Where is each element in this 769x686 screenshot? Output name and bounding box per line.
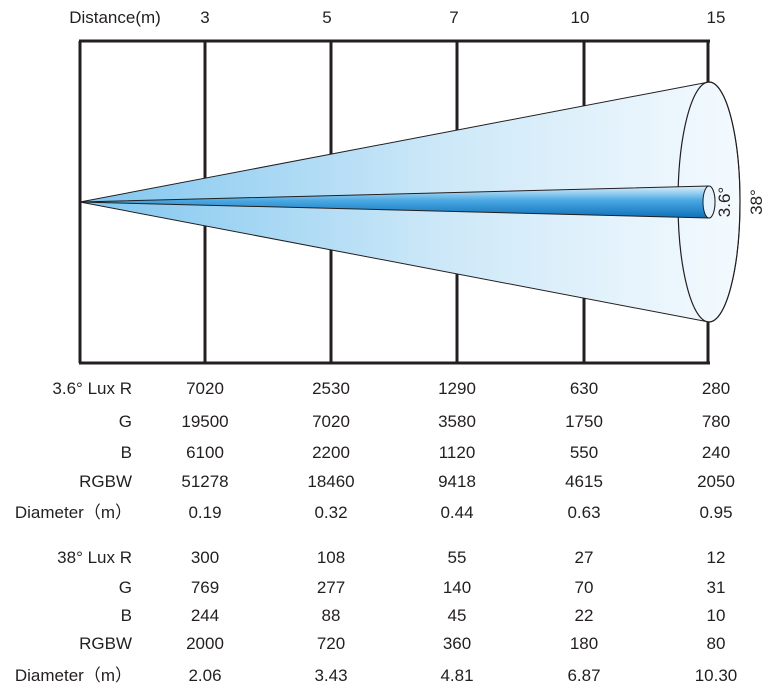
table-cell: 140 — [443, 578, 471, 597]
distance-header-label: Distance(m) — [69, 8, 161, 27]
table-cell: 88 — [322, 606, 341, 625]
table-cell: 51278 — [181, 472, 228, 491]
table-cell: 360 — [443, 634, 471, 653]
table-cell: 70 — [575, 578, 594, 597]
table-cell: 0.19 — [188, 503, 221, 522]
table-cell: 4615 — [565, 472, 603, 491]
table-cell: 277 — [317, 578, 345, 597]
table-cell: 4.81 — [440, 666, 473, 685]
table-cell: 0.44 — [440, 503, 473, 522]
table-cell: 55 — [448, 548, 467, 567]
distance-label: 10 — [571, 8, 590, 27]
distance-label: 15 — [707, 8, 726, 27]
table-cell: 300 — [191, 548, 219, 567]
lux-table: 38° Lux R 300 108 55 27 12 G 769 277 140 70 31 B 244 8… — [15, 548, 737, 685]
table-cell: 550 — [570, 443, 598, 462]
row-label: G — [119, 578, 132, 597]
table-cell: 2200 — [312, 443, 350, 462]
table-cell: 3.43 — [314, 666, 347, 685]
row-label: 38° Lux R — [57, 548, 132, 567]
lux-table: 3.6° Lux R 7020 2530 1290 630 280 G 19500 7020 35… — [15, 379, 735, 522]
row-label: B — [121, 443, 132, 462]
wide-angle-label: 38° — [747, 189, 766, 215]
table-cell: 45 — [448, 606, 467, 625]
table-cell: 630 — [570, 379, 598, 398]
table-cell: 31 — [707, 578, 726, 597]
table-cell: 1290 — [438, 379, 476, 398]
table-cell: 7020 — [312, 412, 350, 431]
table-cell: 0.63 — [567, 503, 600, 522]
row-label: Diameter（m） — [15, 503, 132, 522]
row-label: RGBW — [79, 472, 132, 491]
distance-label: 3 — [200, 8, 209, 27]
table-cell: 6.87 — [567, 666, 600, 685]
narrow-beam-end-ellipse — [702, 185, 716, 219]
table-cell: 2.06 — [188, 666, 221, 685]
table-cell: 108 — [317, 548, 345, 567]
table-cell: 1120 — [439, 443, 476, 462]
table-cell: 2000 — [186, 634, 224, 653]
table-cell: 7020 — [186, 379, 224, 398]
table-cell: 19500 — [181, 412, 228, 431]
table-cell: 280 — [702, 379, 730, 398]
distance-label: 7 — [449, 8, 458, 27]
row-label: 3.6° Lux R — [52, 379, 132, 398]
table-cell: 2530 — [312, 379, 350, 398]
distance-label: 5 — [322, 8, 331, 27]
table-cell: 240 — [702, 443, 730, 462]
table-cell: 1750 — [565, 412, 603, 431]
table-cell: 6100 — [186, 443, 224, 462]
table-cell: 10 — [707, 606, 726, 625]
table-cell: 780 — [702, 412, 730, 431]
table-cell: 22 — [575, 606, 594, 625]
row-label: RGBW — [79, 634, 132, 653]
table-cell: 769 — [191, 578, 219, 597]
row-label: G — [119, 412, 132, 431]
table-cell: 27 — [575, 548, 594, 567]
table-cell: 18460 — [307, 472, 354, 491]
table-cell: 10.30 — [695, 666, 738, 685]
table-cell: 0.32 — [314, 503, 347, 522]
table-cell: 720 — [317, 634, 345, 653]
table-cell: 3580 — [438, 412, 476, 431]
table-cell: 80 — [707, 634, 726, 653]
row-label: Diameter（m） — [15, 666, 132, 685]
table-cell: 0.95 — [699, 503, 732, 522]
distance-labels: 3 5 7 10 15 — [200, 8, 725, 27]
table-cell: 12 — [707, 548, 726, 567]
table-cell: 180 — [570, 634, 598, 653]
narrow-angle-label: 3.6° — [715, 187, 734, 217]
lux-tables: 3.6° Lux R 7020 2530 1290 630 280 G 19500 7020 35… — [15, 379, 737, 685]
table-cell: 2050 — [697, 472, 735, 491]
row-label: B — [121, 606, 132, 625]
table-cell: 244 — [191, 606, 219, 625]
table-cell: 9418 — [438, 472, 476, 491]
